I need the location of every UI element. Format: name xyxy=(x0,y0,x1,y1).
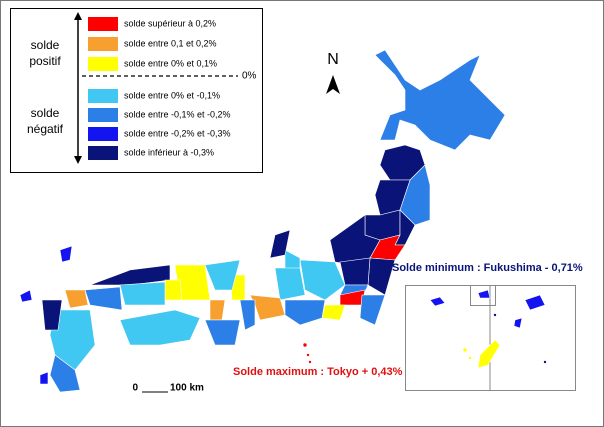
region xyxy=(204,319,241,346)
annotation-maximum: Solde maximum : Tokyo + 0,43% xyxy=(233,366,403,378)
region xyxy=(329,214,381,266)
region xyxy=(239,299,256,331)
legend-swatch xyxy=(88,17,118,31)
region xyxy=(119,281,166,306)
legend-label: solde entre 0,1 et 0,2% xyxy=(124,38,217,48)
legend-swatch xyxy=(88,89,118,103)
region xyxy=(493,313,497,317)
region xyxy=(462,347,468,353)
region xyxy=(477,339,501,369)
region xyxy=(204,259,241,291)
group-label: solde xyxy=(31,106,60,120)
scale-end: 100 km xyxy=(170,383,204,394)
region xyxy=(513,317,523,329)
region xyxy=(164,279,183,301)
region xyxy=(39,371,49,385)
group-label: négatif xyxy=(27,122,64,136)
region xyxy=(299,259,346,301)
region xyxy=(468,356,472,360)
region xyxy=(64,289,89,309)
region xyxy=(269,229,291,259)
legend-items: solde supérieur à 0,2% solde entre 0,1 et… xyxy=(88,17,231,160)
north-arrow xyxy=(326,75,340,94)
annotation-minimum: Solde minimum : Fukushima - 0,71% xyxy=(392,262,583,274)
region xyxy=(284,299,326,326)
legend-swatch xyxy=(88,57,118,71)
region xyxy=(49,354,81,393)
legend-swatch xyxy=(88,146,118,160)
legend-swatch xyxy=(88,127,118,141)
region xyxy=(543,360,547,364)
japan-map xyxy=(19,49,506,393)
legend-label: solde entre -0,1% et -0,2% xyxy=(124,109,231,119)
region xyxy=(477,289,491,299)
group-label: solde xyxy=(31,38,60,52)
region xyxy=(429,296,446,307)
legend-swatch xyxy=(88,37,118,51)
region xyxy=(359,294,386,326)
region xyxy=(524,294,546,311)
inset-islands xyxy=(429,289,547,369)
legend-swatch xyxy=(88,108,118,122)
region xyxy=(274,267,306,301)
legend-label: solde entre 0% et 0,1% xyxy=(124,58,217,68)
region xyxy=(209,299,226,321)
region xyxy=(59,245,73,263)
group-label: positif xyxy=(29,54,61,68)
region xyxy=(19,289,33,303)
region xyxy=(308,360,312,364)
region xyxy=(374,49,506,151)
legend-label: solde entre 0% et -0,1% xyxy=(124,90,220,100)
region xyxy=(339,284,369,296)
zero-label: 0% xyxy=(242,71,257,82)
inset-subframe xyxy=(470,285,496,306)
region xyxy=(41,299,63,331)
legend-label: solde entre -0,2% et -0,3% xyxy=(124,128,231,138)
legend-box xyxy=(10,8,263,173)
region xyxy=(84,286,123,311)
region xyxy=(306,353,310,357)
north-label: N xyxy=(327,51,339,68)
legend-label: solde supérieur à 0,2% xyxy=(124,18,216,28)
scale-start: 0 xyxy=(132,383,138,394)
region xyxy=(302,342,308,348)
legend-label: solde inférieur à -0,3% xyxy=(124,147,214,157)
region xyxy=(119,309,201,346)
region xyxy=(339,257,371,286)
